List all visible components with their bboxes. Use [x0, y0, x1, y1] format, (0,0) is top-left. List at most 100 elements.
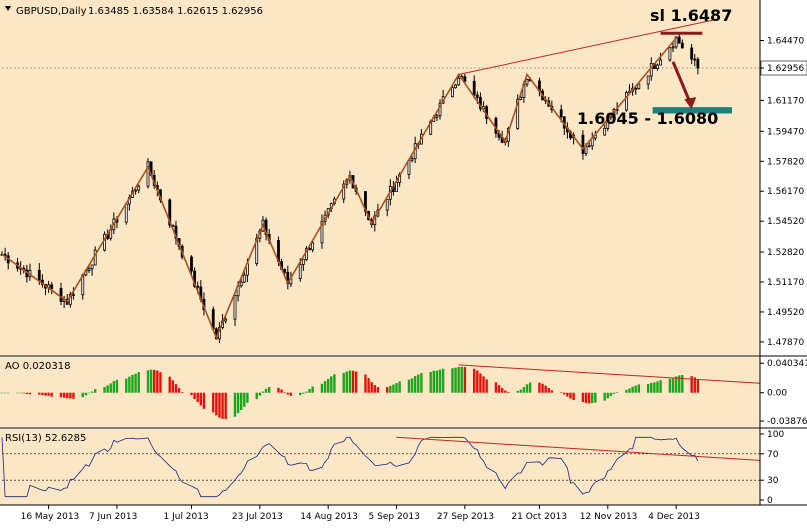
ao-bar: [572, 392, 575, 401]
ao-bar: [373, 385, 376, 393]
ao-bar: [174, 384, 178, 393]
ao-bar: [22, 392, 25, 394]
ao-bar: [451, 368, 454, 393]
ao-bar: [342, 372, 345, 393]
ao-bar: [479, 373, 482, 393]
rsi-tick-label: 70: [767, 450, 779, 460]
ao-bar: [696, 379, 700, 393]
ao-bar: [528, 382, 532, 393]
ao-bar: [137, 372, 140, 393]
ao-bar: [62, 392, 66, 398]
ao-bar: [463, 367, 467, 393]
ao-bar: [569, 392, 572, 399]
ao-bar: [90, 391, 94, 393]
price-axis: 1.64470 1.62956 1.61170 1.59470 1.57820 1.561…: [760, 37, 807, 506]
rsi-label: RSI(13) 52.6285: [5, 433, 86, 444]
ao-bar: [264, 388, 268, 393]
candle-body: [659, 59, 662, 66]
ao-bar: [550, 390, 554, 393]
candle-body: [674, 36, 678, 48]
candle-body: [463, 76, 467, 82]
candle-body: [308, 248, 311, 251]
ao-bar: [367, 378, 370, 393]
ao-bar: [668, 378, 672, 393]
ao-bar: [413, 376, 417, 393]
dropdown-triangle-icon[interactable]: [5, 6, 11, 11]
time-tick-label: 27 Sep 2013: [437, 512, 494, 522]
ao-bar: [66, 392, 69, 399]
candle-body: [242, 274, 246, 283]
ao-bar: [541, 383, 544, 393]
ao-bar: [351, 370, 355, 393]
ao-bar: [594, 392, 597, 403]
ao-bar: [128, 376, 131, 393]
ao-bar: [255, 392, 258, 400]
ao-bar: [302, 392, 305, 394]
ao-bar: [233, 392, 237, 417]
candle-body: [168, 199, 172, 226]
ao-bar: [364, 374, 367, 393]
candle-body: [671, 46, 675, 49]
resistance-trendline: [458, 19, 714, 75]
ao-bar: [218, 392, 221, 418]
ao-bar: [156, 370, 159, 393]
ao-bar: [348, 370, 352, 393]
candle-body: [233, 295, 237, 320]
ao-bar: [326, 378, 330, 393]
candle-body: [634, 87, 638, 90]
ao-bar: [420, 373, 423, 393]
ao-bar: [612, 392, 616, 394]
ao-bar: [87, 392, 91, 394]
ao-bar: [168, 376, 171, 393]
ao-bar: [631, 386, 634, 393]
ao-bar: [159, 372, 162, 393]
candle-body: [320, 221, 324, 244]
candle-body: [311, 242, 315, 251]
ao-bar: [112, 381, 116, 393]
zigzag-lines: [1, 37, 677, 340]
ao-bar: [267, 386, 271, 393]
ao-bar: [0, 392, 4, 394]
candle-body: [298, 264, 302, 279]
ao-bar: [500, 387, 504, 393]
ao-bar: [429, 372, 432, 393]
rsi-trendline: [396, 436, 761, 461]
time-tick-label: 23 Jul 2013: [232, 512, 283, 522]
candle-body: [407, 159, 411, 175]
ao-bar: [485, 379, 488, 393]
candle-body: [224, 318, 228, 322]
ao-bar: [16, 392, 19, 394]
ao-bar: [199, 392, 203, 406]
ao-bar: [38, 392, 41, 395]
ao-bar: [246, 392, 249, 403]
candle-body: [581, 134, 585, 154]
ao-bar: [134, 373, 137, 393]
ao-bar: [28, 392, 32, 395]
ao-bar: [236, 392, 240, 414]
rsi-tick-label: 30: [767, 476, 779, 486]
ao-bar: [476, 370, 479, 393]
stop-loss-label: sl 1.6487: [650, 6, 732, 25]
candle-body: [124, 203, 128, 223]
ao-bar: [482, 376, 485, 393]
ao-bar: [659, 380, 662, 393]
ao-bar: [299, 392, 302, 396]
ao-bar: [454, 367, 457, 393]
candle-body: [193, 270, 197, 287]
candle-body: [239, 281, 243, 287]
ao-bar: [243, 392, 246, 407]
ao-bar: [547, 388, 550, 393]
ao-bar: [345, 371, 349, 393]
ao-bar: [19, 392, 22, 394]
candle-body: [90, 264, 94, 270]
candle-body: [603, 128, 607, 136]
ao-bar: [320, 383, 324, 393]
ao-bar: [177, 388, 181, 393]
ao-bar: [566, 392, 569, 397]
target-zone-rect: [652, 107, 732, 114]
ao-bar: [525, 384, 529, 393]
candle-body: [637, 83, 641, 90]
candle-body: [525, 78, 529, 85]
